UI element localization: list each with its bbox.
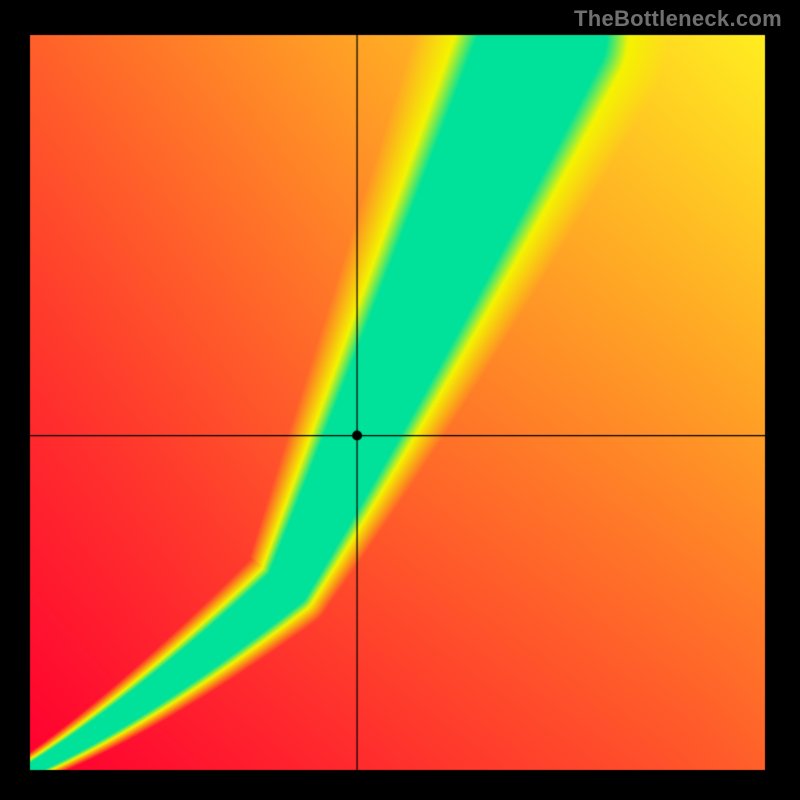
bottleneck-heatmap	[0, 0, 800, 800]
chart-container: TheBottleneck.com	[0, 0, 800, 800]
watermark-text: TheBottleneck.com	[574, 6, 782, 32]
